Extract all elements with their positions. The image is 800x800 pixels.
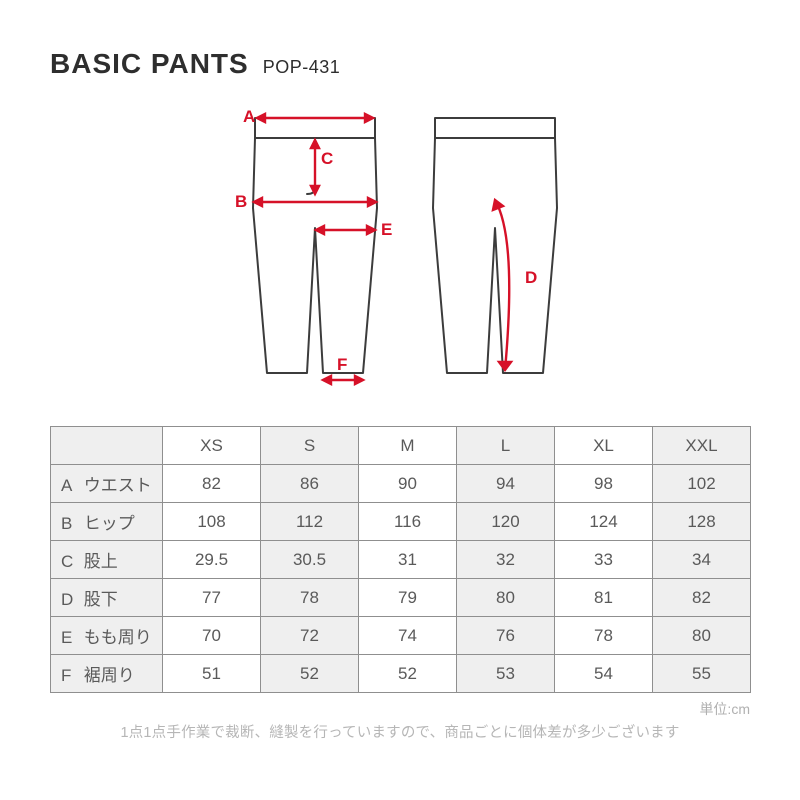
cell: 52 [359, 655, 457, 693]
row-label: A ウエスト [51, 465, 163, 503]
cell: 80 [457, 579, 555, 617]
label-f: F [337, 355, 347, 374]
cell: 102 [653, 465, 751, 503]
cell: 82 [163, 465, 261, 503]
label-d: D [525, 268, 537, 287]
header-size: XL [555, 427, 653, 465]
header-size: S [261, 427, 359, 465]
label-a: A [243, 107, 255, 126]
unit-label: 単位:cm [0, 699, 750, 719]
cell: 128 [653, 503, 751, 541]
row-label: D 股下 [51, 579, 163, 617]
table-row: B ヒップ108112116120124128 [51, 503, 751, 541]
cell: 74 [359, 617, 457, 655]
pants-diagram: A C B E F [185, 98, 615, 398]
cell: 81 [555, 579, 653, 617]
label-e: E [381, 220, 392, 239]
cell: 98 [555, 465, 653, 503]
cell: 79 [359, 579, 457, 617]
diagram-wrap: A C B E F [50, 98, 750, 398]
cell: 116 [359, 503, 457, 541]
table-row: E もも周り707274767880 [51, 617, 751, 655]
table-row: A ウエスト8286909498102 [51, 465, 751, 503]
title-row: BASIC PANTS POP-431 [50, 48, 750, 80]
cell: 53 [457, 655, 555, 693]
cell: 82 [653, 579, 751, 617]
label-b: B [235, 192, 247, 211]
label-c: C [321, 149, 333, 168]
cell: 31 [359, 541, 457, 579]
header-size: XS [163, 427, 261, 465]
table-row: D 股下777879808182 [51, 579, 751, 617]
cell: 80 [653, 617, 751, 655]
cell: 54 [555, 655, 653, 693]
cell: 72 [261, 617, 359, 655]
footnote: 1点1点手作業で裁断、縫製を行っていますので、商品ごとに個体差が多少ございます [0, 721, 800, 742]
cell: 78 [555, 617, 653, 655]
table-body: A ウエスト8286909498102B ヒップ1081121161201241… [51, 465, 751, 693]
row-label: E もも周り [51, 617, 163, 655]
size-table: XS S M L XL XXL A ウエスト8286909498102B ヒップ… [50, 426, 751, 693]
row-label: C 股上 [51, 541, 163, 579]
cell: 32 [457, 541, 555, 579]
cell: 90 [359, 465, 457, 503]
pants-back [433, 118, 557, 373]
cell: 51 [163, 655, 261, 693]
cell: 29.5 [163, 541, 261, 579]
size-table-wrap: XS S M L XL XXL A ウエスト8286909498102B ヒップ… [50, 426, 750, 693]
cell: 120 [457, 503, 555, 541]
cell: 86 [261, 465, 359, 503]
cell: 70 [163, 617, 261, 655]
product-sku: POP-431 [263, 57, 341, 78]
cell: 52 [261, 655, 359, 693]
table-header-row: XS S M L XL XXL [51, 427, 751, 465]
table-row: F 裾周り515252535455 [51, 655, 751, 693]
cell: 78 [261, 579, 359, 617]
cell: 108 [163, 503, 261, 541]
header-size: M [359, 427, 457, 465]
cell: 55 [653, 655, 751, 693]
header-size: XXL [653, 427, 751, 465]
cell: 30.5 [261, 541, 359, 579]
cell: 112 [261, 503, 359, 541]
row-label: B ヒップ [51, 503, 163, 541]
header-size: L [457, 427, 555, 465]
back-measures: D [493, 200, 537, 370]
cell: 124 [555, 503, 653, 541]
cell: 34 [653, 541, 751, 579]
table-row: C 股上29.530.531323334 [51, 541, 751, 579]
row-label: F 裾周り [51, 655, 163, 693]
cell: 94 [457, 465, 555, 503]
cell: 76 [457, 617, 555, 655]
header-blank [51, 427, 163, 465]
cell: 33 [555, 541, 653, 579]
cell: 77 [163, 579, 261, 617]
product-title: BASIC PANTS [50, 48, 249, 80]
